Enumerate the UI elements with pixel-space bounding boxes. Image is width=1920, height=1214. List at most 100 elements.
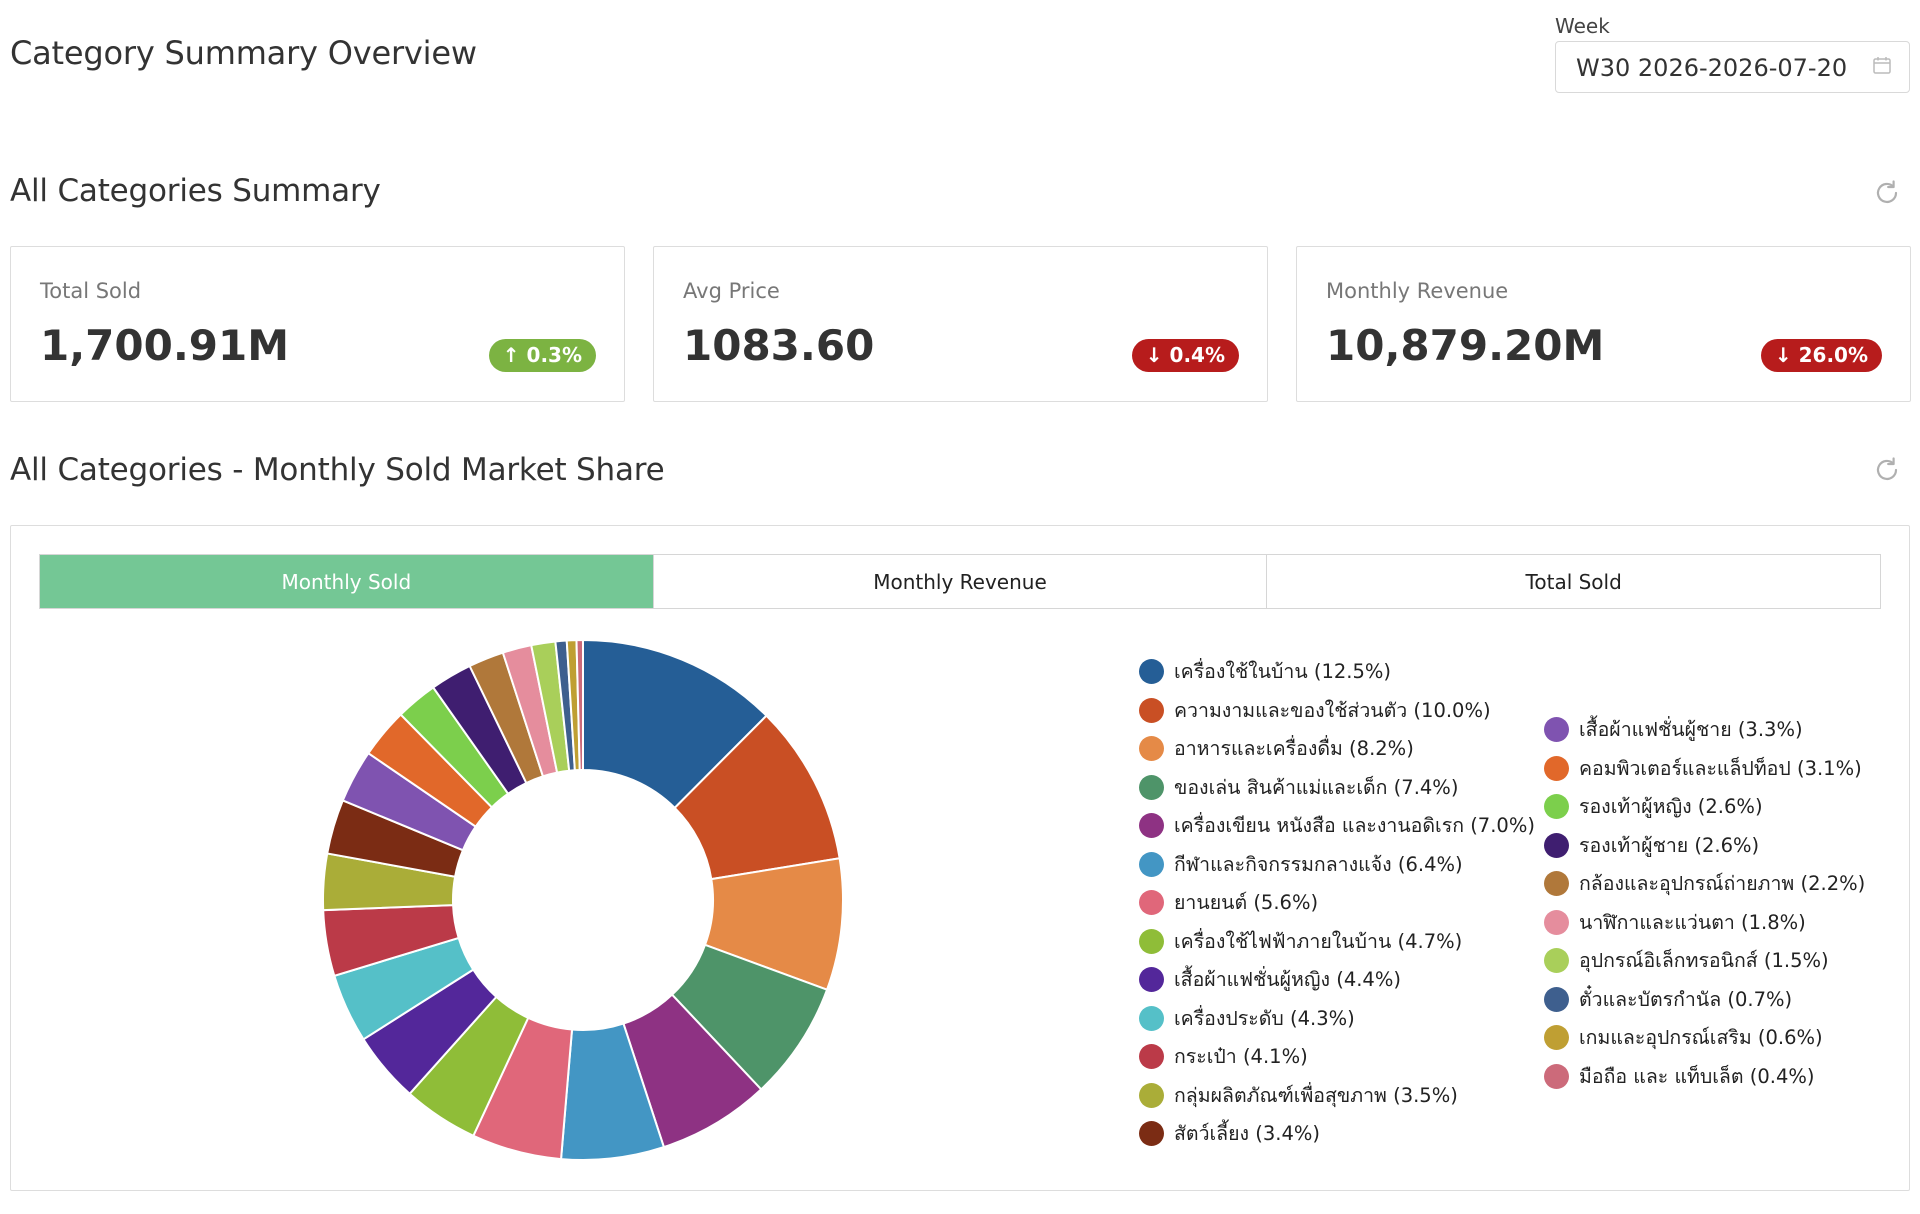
legend-item[interactable]: นาฬิกาและแว่นตา (1.8%) — [1544, 907, 1806, 938]
legend-item[interactable]: อุปกรณ์อิเล็กทรอนิกส์ (1.5%) — [1544, 945, 1829, 976]
legend-item[interactable]: กลุ่มผลิตภัณฑ์เพื่อสุขภาพ (3.5%) — [1139, 1080, 1458, 1111]
legend-label: อาหารและเครื่องดื่ม (8.2%) — [1174, 737, 1414, 760]
legend-label: ของเล่น สินค้าแม่และเด็ก (7.4%) — [1174, 775, 1459, 799]
legend-item[interactable]: เครื่องใช้ในบ้าน (12.5%) — [1139, 656, 1391, 687]
legend-label: กระเป๋า (4.1%) — [1174, 1045, 1308, 1068]
chart-tabs: Monthly Sold Monthly Revenue Total Sold — [39, 554, 1881, 609]
legend-label: เสื้อผ้าแฟชั่นผู้ชาย (3.3%) — [1579, 718, 1803, 741]
legend-label: เครื่องใช้ไฟฟ้าภายในบ้าน (4.7%) — [1174, 929, 1463, 953]
legend-swatch — [1139, 697, 1164, 723]
change-badge: ↑ 0.3% — [488, 339, 596, 372]
arrow-up-icon: ↑ — [502, 343, 520, 367]
legend-item[interactable]: มือถือ และ แท็บเล็ต (0.4%) — [1544, 1061, 1815, 1092]
legend-item[interactable]: เครื่องประดับ (4.3%) — [1139, 1003, 1355, 1034]
legend-swatch — [1139, 736, 1164, 761]
legend-item[interactable]: เกมและอุปกรณ์เสริม (0.6%) — [1544, 1022, 1823, 1053]
stat-label: Avg Price — [683, 279, 780, 303]
legend-swatch — [1139, 1121, 1164, 1146]
legend-label: กลุ่มผลิตภัณฑ์เพื่อสุขภาพ (3.5%) — [1174, 1083, 1458, 1107]
change-badge: ↓ 0.4% — [1131, 339, 1239, 372]
legend-label: รองเท้าผู้ชาย (2.6%) — [1579, 833, 1760, 857]
legend-label: เสื้อผ้าแฟชั่นผู้หญิง (4.4%) — [1174, 968, 1401, 991]
legend-item[interactable]: รองเท้าผู้ชาย (2.6%) — [1544, 830, 1759, 861]
change-value: 0.4% — [1169, 343, 1225, 367]
legend-label: ตั๋วและบัตรกำนัล (0.7%) — [1579, 987, 1793, 1011]
legend-swatch — [1139, 928, 1164, 954]
legend-swatch — [1139, 659, 1164, 684]
stat-card-monthly-revenue: Monthly Revenue 10,879.20M ↓ 26.0% — [1296, 246, 1911, 402]
legend-swatch — [1139, 1082, 1164, 1108]
legend-swatch — [1544, 755, 1569, 781]
change-value: 26.0% — [1798, 343, 1868, 367]
summary-section-title: All Categories Summary — [10, 173, 381, 209]
legend-swatch — [1544, 948, 1569, 973]
legend-item[interactable]: อาหารและเครื่องดื่ม (8.2%) — [1139, 733, 1414, 764]
legend-label: เครื่องใช้ในบ้าน (12.5%) — [1174, 660, 1392, 683]
calendar-icon — [1873, 57, 1891, 74]
legend-label: สัตว์เลี้ยง (3.4%) — [1174, 1122, 1321, 1145]
donut-chart — [322, 638, 844, 1161]
legend-swatch — [1139, 890, 1164, 915]
legend-label: กล้องและอุปกรณ์ถ่ายภาพ (2.2%) — [1579, 872, 1866, 895]
legend-label: อุปกรณ์อิเล็กทรอนิกส์ (1.5%) — [1579, 949, 1829, 972]
legend-label: มือถือ และ แท็บเล็ต (0.4%) — [1579, 1064, 1815, 1088]
legend-item[interactable]: เสื้อผ้าแฟชั่นผู้ชาย (3.3%) — [1544, 714, 1803, 745]
stat-value: 1083.60 — [683, 321, 875, 370]
legend-swatch — [1544, 1025, 1569, 1050]
legend-swatch — [1544, 832, 1569, 858]
legend-item[interactable]: สัตว์เลี้ยง (3.4%) — [1139, 1118, 1320, 1149]
legend-item[interactable]: ของเล่น สินค้าแม่และเด็ก (7.4%) — [1139, 772, 1458, 803]
legend-label: ความงามและของใช้ส่วนตัว (10.0%) — [1174, 698, 1491, 722]
change-value: 0.3% — [526, 343, 582, 367]
legend-item[interactable]: กระเป๋า (4.1%) — [1139, 1041, 1308, 1072]
legend-swatch — [1139, 967, 1164, 992]
legend-label: เครื่องเขียน หนังสือ และงานอดิเรก (7.0%) — [1174, 814, 1535, 837]
week-label: Week — [1555, 14, 1610, 38]
legend-item[interactable]: กล้องและอุปกรณ์ถ่ายภาพ (2.2%) — [1544, 868, 1865, 899]
page-title: Category Summary Overview — [10, 34, 477, 72]
legend-swatch — [1544, 871, 1569, 896]
week-picker[interactable]: W30 2026-2026-07-20 — [1555, 41, 1910, 93]
pie-slice[interactable] — [575, 638, 584, 772]
reload-icon[interactable] — [1872, 178, 1902, 208]
legend-swatch — [1544, 909, 1569, 935]
legend-swatch — [1139, 813, 1164, 838]
legend-label: ยานยนต์ (5.6%) — [1174, 891, 1319, 914]
legend-swatch — [1139, 774, 1164, 800]
tab-monthly-revenue[interactable]: Monthly Revenue — [653, 555, 1268, 608]
legend-swatch — [1544, 986, 1569, 1012]
tab-total-sold[interactable]: Total Sold — [1267, 555, 1881, 608]
legend-swatch — [1544, 1063, 1569, 1089]
legend-item[interactable]: เครื่องใช้ไฟฟ้าภายในบ้าน (4.7%) — [1139, 926, 1462, 957]
legend-label: รองเท้าผู้หญิง (2.6%) — [1579, 795, 1763, 818]
week-value: W30 2026-2026-07-20 — [1576, 54, 1848, 82]
stat-value: 10,879.20M — [1326, 321, 1605, 370]
legend-label: กีฬาและกิจกรรมกลางแจ้ง (6.4%) — [1174, 852, 1463, 876]
legend-item[interactable]: รองเท้าผู้หญิง (2.6%) — [1544, 791, 1763, 822]
stat-label: Monthly Revenue — [1326, 279, 1509, 303]
legend-item[interactable]: ความงามและของใช้ส่วนตัว (10.0%) — [1139, 695, 1491, 726]
chart-panel: Monthly Sold Monthly Revenue Total Sold … — [10, 525, 1910, 1191]
legend-swatch — [1544, 794, 1569, 819]
legend-swatch — [1139, 1005, 1164, 1031]
legend-swatch — [1139, 851, 1164, 877]
tab-monthly-sold[interactable]: Monthly Sold — [40, 555, 654, 608]
share-section-title: All Categories - Monthly Sold Market Sha… — [10, 452, 665, 488]
arrow-down-icon: ↓ — [1145, 343, 1163, 367]
legend-item[interactable]: คอมพิวเตอร์และแล็ปท็อป (3.1%) — [1544, 753, 1862, 784]
legend-item[interactable]: ตั๋วและบัตรกำนัล (0.7%) — [1544, 984, 1792, 1015]
legend-item[interactable]: ยานยนต์ (5.6%) — [1139, 887, 1318, 918]
reload-icon[interactable] — [1872, 455, 1902, 485]
legend-label: คอมพิวเตอร์และแล็ปท็อป (3.1%) — [1579, 756, 1862, 780]
pie-slice[interactable] — [582, 638, 768, 810]
stat-card-total-sold: Total Sold 1,700.91M ↑ 0.3% — [10, 246, 625, 402]
legend-item[interactable]: เสื้อผ้าแฟชั่นผู้หญิง (4.4%) — [1139, 964, 1401, 995]
legend-label: เครื่องประดับ (4.3%) — [1174, 1006, 1355, 1030]
legend-swatch — [1544, 717, 1569, 742]
legend-label: เกมและอุปกรณ์เสริม (0.6%) — [1579, 1026, 1823, 1049]
legend-swatch — [1139, 1044, 1164, 1069]
stat-value: 1,700.91M — [40, 321, 290, 370]
legend-item[interactable]: เครื่องเขียน หนังสือ และงานอดิเรก (7.0%) — [1139, 810, 1535, 841]
legend-item[interactable]: กีฬาและกิจกรรมกลางแจ้ง (6.4%) — [1139, 849, 1463, 880]
change-badge: ↓ 26.0% — [1760, 339, 1882, 372]
